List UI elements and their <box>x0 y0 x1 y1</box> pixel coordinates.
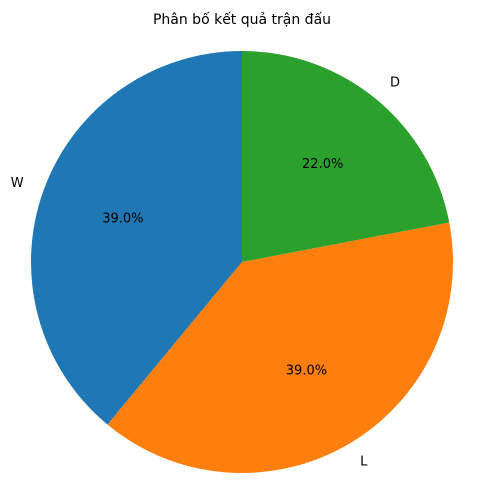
pie-slice-d <box>242 51 450 262</box>
pie-slice-w <box>31 51 242 425</box>
slice-label-d: D <box>390 76 400 91</box>
slice-label-l: L <box>360 454 368 469</box>
pie-slices <box>31 51 453 474</box>
pie-slice-l <box>107 222 453 474</box>
pie-labels: W 39.0% L 39.0% D 22.0% <box>11 76 400 470</box>
slice-percent-w: 39.0% <box>102 212 143 227</box>
chart-title: Phân bố kết quả trận đấu <box>153 11 331 28</box>
slice-percent-l: 39.0% <box>286 363 327 378</box>
slice-percent-d: 22.0% <box>302 157 343 172</box>
slice-label-w: W <box>11 176 24 191</box>
